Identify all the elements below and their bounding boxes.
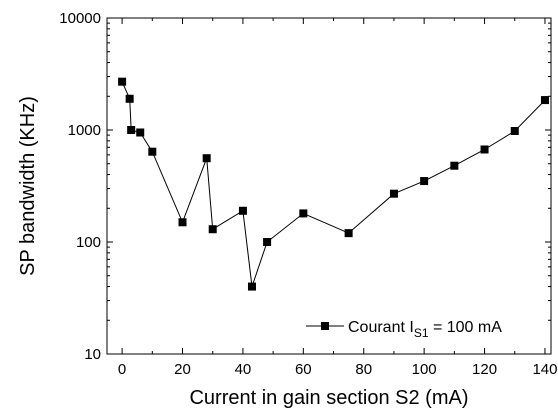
data-point xyxy=(389,189,398,198)
data-point xyxy=(178,218,187,227)
data-point xyxy=(238,206,247,215)
x-tick-label: 60 xyxy=(295,361,312,378)
data-point xyxy=(344,229,353,238)
y-tick-label: 10 xyxy=(84,346,101,363)
y-tick-label: 100 xyxy=(76,234,101,251)
data-point xyxy=(148,147,157,156)
x-tick-label: 40 xyxy=(235,361,252,378)
data-point xyxy=(299,209,308,218)
x-axis-title: Current in gain section S2 (mA) xyxy=(189,387,468,409)
data-point xyxy=(247,282,256,291)
legend-label: Courant IS1 = 100 mA xyxy=(348,319,502,340)
data-point xyxy=(480,145,489,154)
data-point xyxy=(118,77,127,86)
legend: Courant IS1 = 100 mA xyxy=(306,319,502,340)
y-axis-title: SP bandwidth (KHz) xyxy=(17,96,39,276)
data-point xyxy=(450,161,459,170)
data-point xyxy=(208,225,217,234)
legend-label-suffix: = 100 mA xyxy=(429,319,503,336)
series-markers xyxy=(118,77,549,291)
data-point xyxy=(136,128,145,137)
data-point xyxy=(202,154,211,163)
data-point xyxy=(127,126,136,134)
x-tick-label: 0 xyxy=(118,361,126,378)
data-point xyxy=(510,126,519,135)
x-tick-label: 20 xyxy=(174,361,191,378)
data-point xyxy=(420,177,429,186)
plot-area xyxy=(106,17,552,355)
data-point xyxy=(263,238,272,246)
x-tick-label: 120 xyxy=(472,361,497,378)
data-point xyxy=(125,94,134,103)
x-tick-label: 140 xyxy=(532,361,557,378)
x-axis-ticks: 0 20 40 60 80 100 120 140 xyxy=(118,18,557,378)
data-point xyxy=(540,96,549,105)
plot-frame xyxy=(106,17,552,355)
legend-label-prefix: Courant I xyxy=(348,319,414,336)
legend-marker xyxy=(321,322,329,330)
legend-label-subscript: S1 xyxy=(414,326,429,340)
y-axis-ticks: 10 100 1000 10000 xyxy=(59,10,551,363)
y-tick-label: 1000 xyxy=(68,122,101,139)
y-tick-label: 10000 xyxy=(59,10,101,27)
x-tick-label: 80 xyxy=(355,361,372,378)
x-tick-label: 100 xyxy=(412,361,437,378)
series-line xyxy=(121,81,546,287)
series-line-group xyxy=(121,81,546,287)
